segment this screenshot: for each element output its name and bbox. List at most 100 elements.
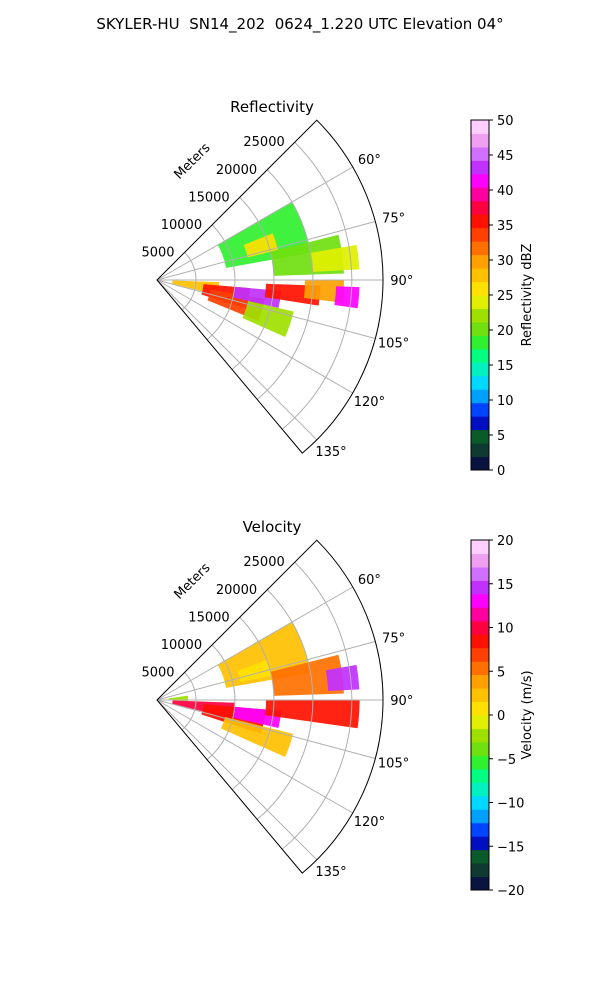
- echo-cell: [221, 716, 294, 758]
- range-ring: [256, 589, 314, 820]
- colorbar-tick-label: 50: [497, 114, 514, 129]
- colorbar-tick-label: 10: [497, 622, 514, 637]
- colorbar-segment: [471, 768, 489, 783]
- range-ring: [181, 252, 197, 311]
- azimuth-gridline: [156, 279, 353, 394]
- r-tick-label: 25000: [243, 555, 284, 570]
- colorbar-segment: [471, 795, 489, 810]
- colorbar-segment: [471, 146, 489, 161]
- colorbar-segment: [471, 822, 489, 837]
- range-ring: [181, 672, 197, 731]
- colorbar-tick-label: −20: [497, 884, 524, 899]
- echo-cell: [310, 244, 360, 272]
- theta-tick-label: 90°: [390, 274, 413, 289]
- colorbar-segment: [471, 647, 489, 662]
- sector-outline: [156, 119, 384, 454]
- azimuth-gridline: [156, 699, 376, 759]
- panel-title: Velocity: [243, 518, 302, 536]
- r-tick-label: 10000: [161, 638, 202, 653]
- echo-cell: [270, 654, 344, 696]
- theta-tick-label: 135°: [315, 445, 346, 460]
- colorbar-segment: [471, 389, 489, 404]
- colorbar-segment: [471, 540, 489, 554]
- theta-tick-label: 120°: [354, 815, 385, 830]
- theta-tick-label: 75°: [382, 631, 405, 646]
- colorbar-segment: [471, 836, 489, 851]
- colorbar-segment: [471, 254, 489, 269]
- colorbar-segment: [471, 200, 489, 215]
- colorbar-segment: [471, 281, 489, 296]
- azimuth-gridline: [156, 699, 318, 861]
- echo-cell: [303, 280, 345, 303]
- colorbar-tick-label: 15: [497, 578, 514, 593]
- colorbar-segment: [471, 741, 489, 756]
- colorbar-segment: [471, 268, 489, 283]
- azimuth-gridline: [156, 699, 353, 814]
- colorbar-segment: [471, 429, 489, 444]
- colorbar-segment: [471, 321, 489, 336]
- colorbar-tick-label: 5: [497, 665, 505, 680]
- azimuth-gridline: [156, 166, 353, 281]
- r-axis-label: Meters: [171, 560, 213, 602]
- colorbar-segment: [471, 728, 489, 743]
- colorbar-segment: [471, 620, 489, 635]
- colorbar-tick-label: 40: [497, 184, 514, 199]
- colorbar-segment: [471, 402, 489, 417]
- range-ring: [281, 141, 353, 430]
- colorbar-segment: [471, 863, 489, 878]
- colorbar-tick-label: −5: [497, 753, 516, 768]
- azimuth-gridline: [156, 279, 318, 441]
- chart-panel-reflectivity: Reflectivity 5000 10000 15000 20000 25000 60° 7…: [141, 98, 535, 479]
- colorbar-label: Reflectivity dBZ: [520, 244, 535, 347]
- colorbar-segment: [471, 187, 489, 202]
- colorbar-segment: [471, 348, 489, 363]
- colorbar-segment: [471, 674, 489, 689]
- colorbar-segment: [471, 876, 489, 891]
- colorbar-segment: [471, 416, 489, 431]
- figure-title: SKYLER-HU SN14_202 0624_1.220 UTC Elevat…: [96, 15, 504, 33]
- echo-layer: [172, 202, 360, 338]
- colorbar-segment: [471, 566, 489, 581]
- azimuth-gridline: [156, 586, 353, 701]
- theta-tick-label: 60°: [358, 153, 381, 168]
- chart-panel-velocity: Velocity 5000 10000 15000 20000 25000 60° 75° 90…: [141, 518, 535, 899]
- r-tick-label: 20000: [216, 163, 257, 178]
- colorbar-segment: [471, 241, 489, 256]
- r-tick-label: 15000: [188, 190, 229, 205]
- colorbar-tick-label: 20: [497, 324, 514, 339]
- colorbar-segment: [471, 375, 489, 390]
- colorbar-segment: [471, 580, 489, 595]
- theta-tick-label: 75°: [382, 211, 405, 226]
- range-ring: [206, 644, 236, 761]
- colorbar-segment: [471, 214, 489, 229]
- r-tick-label: 5000: [141, 665, 174, 680]
- colorbar-segment: [471, 443, 489, 458]
- r-tick-label: 15000: [188, 610, 229, 625]
- azimuth-gridline: [156, 279, 376, 339]
- echo-cell: [242, 301, 294, 338]
- colorbar-segment: [471, 173, 489, 188]
- r-tick-label: 25000: [243, 135, 284, 150]
- panel-title: Reflectivity: [230, 98, 314, 116]
- colorbar-segment: [471, 133, 489, 148]
- colorbar-tick-label: −15: [497, 840, 524, 855]
- theta-tick-label: 60°: [358, 573, 381, 588]
- r-tick-label: 20000: [216, 583, 257, 598]
- echo-cell: [334, 286, 360, 309]
- colorbar-segment: [471, 295, 489, 309]
- r-tick-label: 10000: [161, 218, 202, 233]
- range-ring: [256, 169, 314, 400]
- colorbar-tick-label: 10: [497, 394, 514, 409]
- range-ring: [206, 224, 236, 341]
- colorbar-tick-label: 5: [497, 429, 505, 444]
- colorbar-segment: [471, 607, 489, 622]
- colorbar-tick-label: 0: [497, 464, 505, 479]
- colorbar-segment: [471, 701, 489, 716]
- colorbar-segment: [471, 782, 489, 797]
- echo-cell: [243, 233, 278, 258]
- range-ring: [231, 616, 275, 790]
- colorbar-segment: [471, 335, 489, 350]
- colorbar-segment: [471, 227, 489, 242]
- colorbar-segment: [471, 688, 489, 703]
